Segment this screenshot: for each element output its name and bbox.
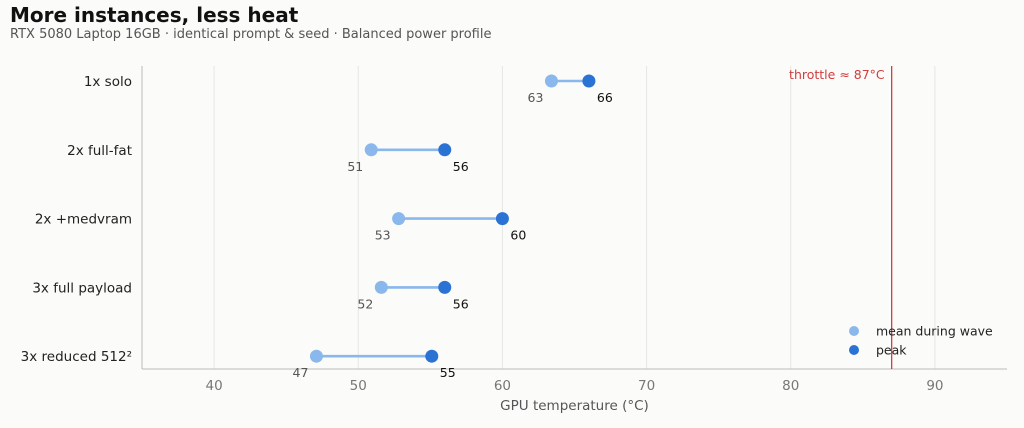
x-axis-title: GPU temperature (°C)	[500, 398, 649, 414]
marks-layer: 63 66 51 56 53 60 52 56 47 55	[293, 74, 613, 380]
x-tick-label-80: 80	[782, 378, 799, 394]
mean-value-label-3x-reduced-512: 47	[293, 365, 309, 380]
axis-layer: 40 50 60 70 80 90 1x solo 2x full-fat 2x +medvra…	[21, 66, 1007, 394]
category-label-1x-solo: 1x solo	[84, 74, 132, 90]
mean-point-1x-solo	[544, 74, 558, 88]
peak-point-3x-reduced-512	[425, 349, 439, 363]
grid-layer	[213, 66, 936, 369]
peak-point-2x-full-fat	[438, 143, 452, 157]
mean-point-2x-full-fat	[364, 143, 378, 157]
chart-title: More instances, less heat	[10, 3, 299, 27]
category-label-2x-full-fat: 2x full-fat	[67, 143, 132, 159]
throttle-label: throttle ≈ 87°C	[789, 67, 885, 82]
legend-label-mean: mean during wave	[876, 324, 993, 339]
mean-value-label-2x-medvram: 53	[375, 228, 391, 243]
mean-point-3x-full-payload	[374, 280, 388, 294]
mean-point-2x-medvram	[392, 212, 406, 226]
peak-point-3x-full-payload	[438, 280, 452, 294]
legend-label-peak: peak	[876, 343, 907, 358]
peak-point-2x-medvram	[495, 212, 509, 226]
category-label-3x-full-payload: 3x full payload	[32, 280, 132, 296]
legend-marker-mean	[849, 326, 859, 336]
peak-value-label-1x-solo: 66	[597, 90, 613, 105]
x-tick-label-50: 50	[350, 378, 367, 394]
threshold-layer: throttle ≈ 87°C	[789, 66, 893, 369]
mean-point-3x-reduced-512	[309, 349, 323, 363]
x-tick-label-90: 90	[926, 378, 943, 394]
chart-subtitle: RTX 5080 Laptop 16GB · identical prompt …	[10, 27, 492, 42]
category-label-2x-medvram: 2x +medvram	[35, 212, 132, 228]
x-tick-label-70: 70	[638, 378, 655, 394]
peak-value-label-2x-full-fat: 56	[453, 159, 469, 174]
legend-marker-peak	[849, 345, 859, 355]
category-label-3x-reduced-512: 3x reduced 512²	[21, 349, 132, 365]
mean-value-label-2x-full-fat: 51	[347, 159, 363, 174]
peak-point-1x-solo	[582, 74, 596, 88]
x-tick-label-60: 60	[494, 378, 511, 394]
peak-value-label-3x-reduced-512: 55	[440, 365, 456, 380]
peak-value-label-2x-medvram: 60	[510, 228, 526, 243]
legend: mean during wave peak	[849, 324, 993, 358]
peak-value-label-3x-full-payload: 56	[453, 296, 469, 311]
mean-value-label-1x-solo: 63	[528, 90, 544, 105]
x-tick-label-40: 40	[205, 378, 222, 394]
mean-value-label-3x-full-payload: 52	[357, 296, 373, 311]
